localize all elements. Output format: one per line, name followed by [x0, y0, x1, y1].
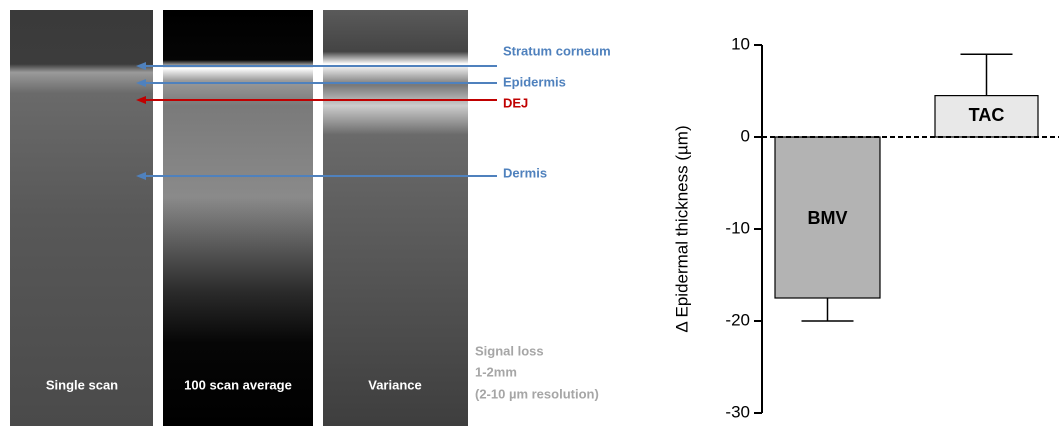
image-panel	[323, 10, 468, 426]
note: 1-2mm	[475, 364, 517, 379]
panel-label: Single scan	[46, 377, 118, 392]
panel-label: Variance	[368, 377, 422, 392]
bar-label: TAC	[969, 105, 1005, 125]
arrow-head	[136, 172, 146, 180]
arrow-head	[136, 62, 146, 70]
arrow-head	[136, 96, 146, 104]
layer-label: Stratum corneum	[503, 43, 611, 58]
y-tick-label: -30	[725, 402, 750, 421]
y-axis-label: Δ Epidermal thickness (µm)	[672, 125, 691, 332]
note: (2-10 µm resolution)	[475, 386, 599, 401]
arrow-head	[136, 79, 146, 87]
bar	[774, 136, 881, 299]
y-tick-label: -20	[725, 310, 750, 329]
note: Signal loss	[475, 343, 544, 358]
bar	[934, 94, 1039, 138]
panel-label: 100 scan average	[184, 377, 292, 392]
y-tick-label: 10	[731, 34, 750, 53]
image-panel	[10, 10, 153, 426]
y-tick-label: -10	[725, 218, 750, 237]
layer-label: Dermis	[503, 165, 547, 180]
layer-label: DEJ	[503, 95, 528, 110]
y-tick-label: 0	[741, 126, 750, 145]
layer-label: Epidermis	[503, 74, 566, 89]
bar-label: BMV	[808, 208, 848, 228]
image-panel	[163, 10, 313, 426]
